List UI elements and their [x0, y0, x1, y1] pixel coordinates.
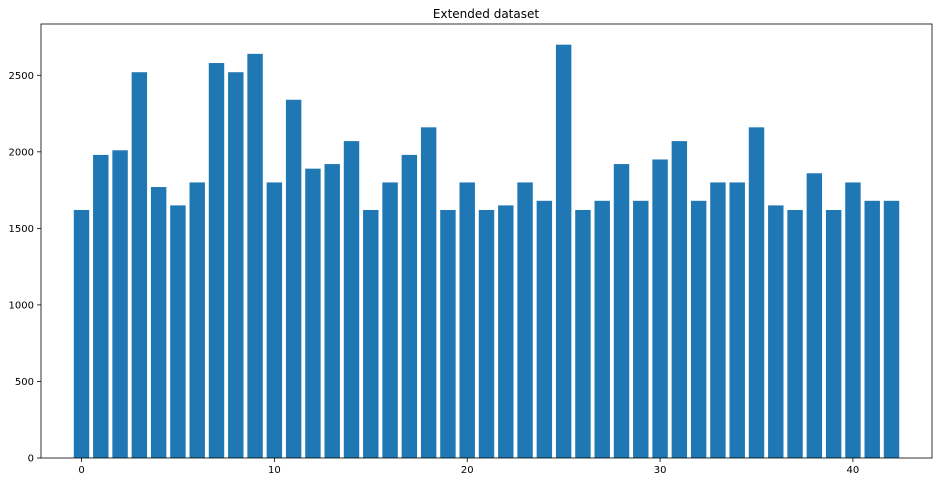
y-tick-label: 2500 — [9, 71, 34, 82]
bar-13 — [324, 164, 340, 458]
bar-26 — [575, 210, 591, 458]
y-tick-label: 2000 — [9, 147, 34, 158]
bar-34 — [729, 182, 745, 458]
bar-7 — [208, 63, 225, 458]
bar-30 — [652, 159, 668, 459]
bar-17 — [401, 154, 418, 458]
bar-33 — [710, 182, 726, 458]
x-tick-label: 10 — [268, 465, 281, 476]
bar-23 — [517, 182, 533, 458]
bar-0 — [73, 210, 90, 458]
bar-9 — [247, 53, 263, 458]
bar-5 — [170, 205, 186, 458]
bar-42 — [883, 200, 900, 458]
y-axis-ticks: 0 500 1000 1500 2000 2500 — [9, 71, 41, 465]
bar-3 — [131, 72, 148, 458]
bar-41 — [864, 200, 880, 458]
bar-19 — [440, 210, 456, 458]
bar-12 — [305, 168, 321, 459]
bar-29 — [633, 200, 649, 458]
x-tick-label: 20 — [461, 465, 474, 476]
bar-38 — [806, 173, 823, 458]
bar-35 — [748, 127, 765, 458]
bar-25 — [555, 44, 572, 459]
bar-36 — [768, 205, 784, 458]
bars-group — [73, 44, 900, 459]
x-tick-label: 30 — [654, 465, 667, 476]
bar-37 — [787, 210, 803, 458]
bar-6 — [189, 182, 205, 458]
bar-21 — [478, 210, 495, 458]
bar-28 — [613, 164, 630, 458]
bar-16 — [382, 182, 398, 458]
x-axis-ticks: 0 10 20 30 40 — [78, 458, 859, 476]
bar-24 — [536, 200, 553, 458]
bar-1 — [93, 154, 109, 458]
bar-2 — [112, 150, 128, 459]
plot-frame — [40, 23, 933, 459]
x-tick-label: 40 — [847, 465, 860, 476]
chart-title: Extended dataset — [433, 7, 539, 21]
bar-22 — [498, 205, 514, 458]
bar-32 — [690, 200, 707, 458]
bar-8 — [228, 72, 244, 458]
bar-18 — [420, 127, 437, 458]
bar-31 — [671, 141, 688, 459]
x-tick-label: 0 — [78, 465, 84, 476]
y-tick-label: 1500 — [9, 224, 34, 235]
y-tick-label: 0 — [28, 454, 34, 465]
bar-20 — [459, 182, 475, 458]
bar-15 — [363, 210, 379, 458]
bar-27 — [594, 200, 610, 458]
bar-4 — [150, 187, 167, 459]
bar-39 — [825, 210, 842, 458]
y-tick-label: 1000 — [9, 300, 34, 311]
bar-14 — [343, 141, 360, 459]
bar-11 — [285, 99, 302, 458]
y-tick-label: 500 — [15, 377, 34, 388]
bar-40 — [845, 182, 861, 458]
bar-10 — [266, 182, 283, 458]
